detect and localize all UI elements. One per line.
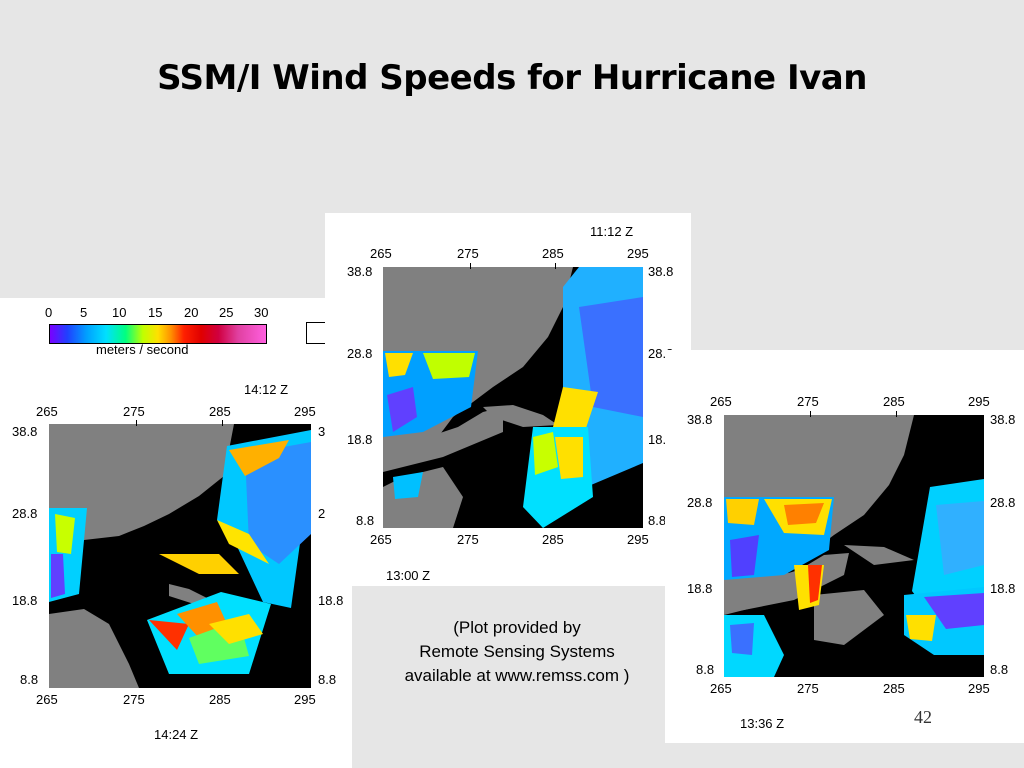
credit-text: (Plot provided by Remote Sensing Systems… [378,616,656,688]
lon-label: 295 [968,681,990,696]
lon-label: 275 [457,246,479,261]
colorbar-tick: 10 [112,305,127,320]
lon-label: 295 [968,394,990,409]
lat-label: 28.8 [347,346,373,361]
lon-label: 295 [627,246,649,261]
lon-label: 285 [542,532,564,547]
lat-label: 28.8 [990,495,1016,510]
lat-label: 38.8 [648,264,674,279]
lon-label: 285 [209,404,231,419]
lon-label: 295 [294,692,316,707]
right-bottom-time: 13:36 Z [740,716,785,731]
lat-label: 2 [318,506,326,521]
lon-label: 295 [294,404,316,419]
lon-label: 285 [542,246,564,261]
tick-mark [136,420,137,426]
lon-label: 285 [209,692,231,707]
right-wind-map [724,415,984,677]
middle-top-time: 11:12 Z [590,224,634,239]
lon-label: 265 [36,404,58,419]
tick-mark [222,420,223,426]
left-wind-map-image [49,424,311,688]
tick-mark [810,411,811,417]
colorbar-tick: 5 [80,305,88,320]
lat-label: 8.8 [648,513,667,528]
lat-label: 8.8 [318,672,337,687]
lat-label: 38.8 [12,424,38,439]
lon-label: 295 [627,532,649,547]
colorbar-tick: 20 [184,305,199,320]
lon-label: 275 [797,394,819,409]
lat-label: 18.8 [347,432,373,447]
left-wind-map [49,424,311,688]
lon-label: 275 [457,532,479,547]
colorbar-tick: 0 [45,305,53,320]
colorbar-tick: 30 [254,305,269,320]
left-top-time: 14:12 Z [244,382,289,397]
lat-label: 18.8 [12,593,38,608]
lon-label: 265 [370,246,392,261]
lat-label: 8.8 [990,662,1009,677]
lon-label: 275 [797,681,819,696]
lat-label: 38.8 [347,264,373,279]
lon-label: 265 [710,394,732,409]
tick-mark [555,263,556,269]
middle-wind-map-image [383,267,643,528]
lat-label: 28.8 [687,495,713,510]
credit-line: Remote Sensing Systems [419,642,615,661]
colorbar-units: meters / second [96,342,189,357]
right-wind-map-image [724,415,984,677]
lat-label: 28.8 [12,506,38,521]
lon-label: 285 [883,681,905,696]
wind-speed-colorbar [49,324,267,344]
lat-label: 38.8 [687,412,713,427]
middle-wind-map [383,267,643,528]
lon-label: 275 [123,692,145,707]
lat-label: 8.8 [356,513,375,528]
tick-mark [896,411,897,417]
colorbar-tick: 25 [219,305,234,320]
lat-label: 3 [318,424,326,439]
lat-label: 18.8 [990,581,1016,596]
colorbar-tick: 15 [148,305,163,320]
lat-label: 8.8 [696,662,715,677]
lat-label: 18.8 [687,581,713,596]
left-bottom-time: 14:24 Z [154,727,199,742]
lon-label: 285 [883,394,905,409]
tick-mark [470,263,471,269]
credit-line: available at www.remss.com ) [404,666,630,685]
lat-label: 8.8 [20,672,39,687]
lat-label: 18.8 [318,593,344,608]
lon-label: 265 [370,532,392,547]
lon-label: 275 [123,404,145,419]
page-number: 42 [914,707,932,727]
lon-label: 265 [36,692,58,707]
lon-label: 265 [710,681,732,696]
credit-line: (Plot provided by [453,618,581,637]
slide-title: SSM/I Wind Speeds for Hurricane Ivan [157,58,867,98]
lat-label: 38.8 [990,412,1016,427]
middle-bottom-time: 13:00 Z [386,568,431,583]
